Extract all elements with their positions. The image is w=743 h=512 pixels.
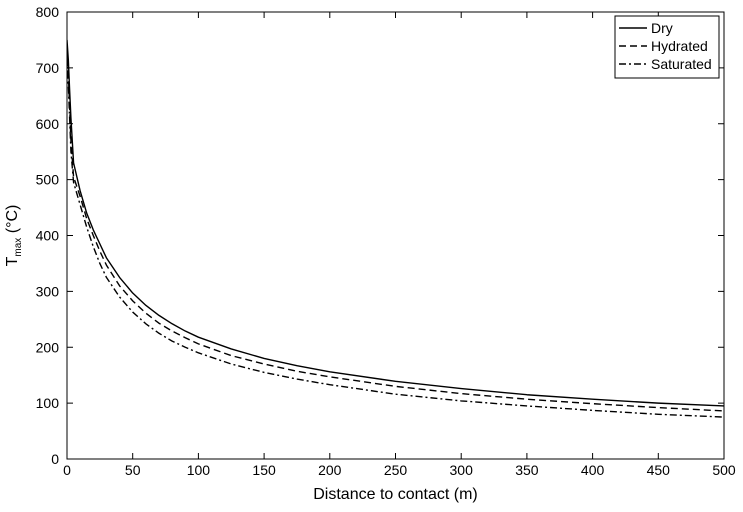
series-line-saturated — [67, 56, 724, 418]
x-tick-label: 350 — [515, 462, 539, 478]
y-axis-title-subscript: max — [13, 238, 24, 257]
series-lines — [67, 39, 724, 418]
x-tick-label: 150 — [252, 462, 276, 478]
legend-label-dry: Dry — [651, 20, 673, 36]
axis-ticks — [66, 11, 725, 460]
axis-tick-labels: 0 50 100 150 200 250 300 350 400 450 500 0 100 200 300… — [36, 4, 736, 478]
y-tick-label: 800 — [36, 4, 60, 20]
x-tick-label: 500 — [712, 462, 736, 478]
x-tick-label: 250 — [384, 462, 408, 478]
y-tick-label: 500 — [36, 172, 60, 188]
y-axis-title-base: T — [4, 256, 21, 266]
x-tick-label: 0 — [63, 462, 71, 478]
series-line-dry — [67, 39, 724, 407]
y-axis-title-units: (°C) — [4, 205, 21, 238]
legend: Dry Hydrated Saturated — [614, 15, 720, 79]
y-tick-label: 200 — [36, 339, 60, 355]
x-tick-label: 300 — [450, 462, 474, 478]
x-axis-title: Distance to contact (m) — [313, 486, 478, 503]
x-tick-label: 400 — [581, 462, 605, 478]
x-tick-label: 450 — [647, 462, 671, 478]
x-tick-label: 200 — [318, 462, 342, 478]
plot-area-frame — [66, 11, 725, 460]
legend-label-hydrated: Hydrated — [651, 38, 708, 54]
y-tick-label: 300 — [36, 283, 60, 299]
legend-label-saturated: Saturated — [651, 56, 712, 72]
y-tick-label: 0 — [51, 451, 59, 467]
y-tick-label: 700 — [36, 60, 60, 76]
series-line-hydrated — [67, 48, 724, 412]
y-axis-title: Tmax (°C) — [4, 205, 24, 267]
y-tick-label: 600 — [36, 116, 60, 132]
x-tick-label: 50 — [125, 462, 141, 478]
y-tick-label: 400 — [36, 228, 60, 244]
y-tick-label: 100 — [36, 395, 60, 411]
legend-box — [614, 15, 720, 79]
x-tick-label: 100 — [187, 462, 211, 478]
